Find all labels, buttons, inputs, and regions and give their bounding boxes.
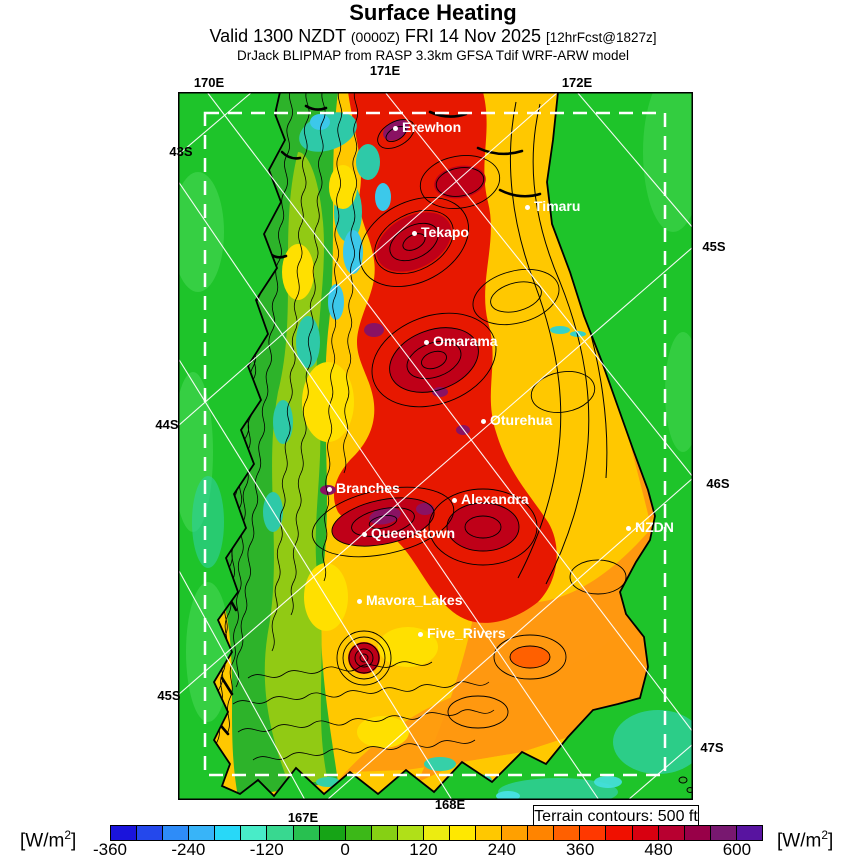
colorbar-cell bbox=[319, 826, 346, 840]
station-dot bbox=[357, 599, 362, 604]
lat-label-45s-left: 45S bbox=[157, 688, 181, 703]
colorbar-tick-label: 480 bbox=[644, 840, 673, 859]
terrain-contours bbox=[214, 92, 495, 779]
lat-label-44s: 44S bbox=[155, 417, 179, 432]
lat-label-43s: 43S bbox=[169, 144, 193, 159]
station-label: Branches bbox=[336, 480, 400, 496]
station-label: Alexandra bbox=[461, 491, 529, 507]
valid-date: FRI 14 Nov 2025 bbox=[404, 26, 541, 46]
colorbar-tick-label: 360 bbox=[565, 840, 595, 859]
offshore-islands bbox=[678, 776, 693, 793]
colorbar bbox=[110, 825, 763, 841]
station-dot bbox=[362, 532, 367, 537]
colorbar-tick-label: -240 bbox=[171, 840, 206, 859]
colorbar-cell bbox=[632, 826, 659, 840]
domain-boundary-box bbox=[203, 111, 667, 777]
map-canvas: Erewhon Timaru Tekapo Omarama Oturehua B… bbox=[178, 92, 693, 800]
station-dot bbox=[424, 340, 429, 345]
station-label: Oturehua bbox=[490, 412, 553, 428]
colorbar-cell bbox=[345, 826, 372, 840]
colorbar-cell bbox=[215, 826, 242, 840]
valid-zulu: (0000Z) bbox=[350, 29, 400, 45]
colorbar-tick-label: -360 bbox=[92, 840, 128, 859]
station-dot bbox=[393, 126, 398, 131]
colorbar-cell bbox=[554, 826, 581, 840]
station-label: Timaru bbox=[534, 198, 581, 214]
colorbar-cell bbox=[163, 826, 190, 840]
colorbar-tick-label: -120 bbox=[249, 840, 284, 859]
station-dot bbox=[626, 526, 631, 531]
station-dot bbox=[525, 205, 530, 210]
lon-label-168e: 168E bbox=[434, 797, 466, 812]
station-label: NZDN bbox=[635, 519, 674, 535]
lat-label-47s: 47S bbox=[700, 740, 724, 755]
colorbar-cell bbox=[137, 826, 164, 840]
colorbar-cell bbox=[241, 826, 268, 840]
valid-prefix: Valid 1300 NZDT bbox=[209, 26, 346, 46]
lon-label-167e: 167E bbox=[287, 810, 319, 825]
colorbar-cell bbox=[528, 826, 555, 840]
colorbar-cell bbox=[189, 826, 216, 840]
header: Surface Heating Valid 1300 NZDT (0000Z) … bbox=[0, 0, 850, 64]
colorbar-cell bbox=[736, 826, 762, 840]
model-line: DrJack BLIPMAP from RASP 3.3km GFSA Tdif… bbox=[236, 48, 630, 63]
valid-line: Valid 1300 NZDT (0000Z) FRI 14 Nov 2025 … bbox=[0, 26, 850, 48]
station-dot bbox=[452, 498, 457, 503]
forecast-tag: [12hrFcst@1827z] bbox=[546, 30, 657, 45]
station-label: Mavora_Lakes bbox=[366, 592, 463, 608]
station-dot bbox=[327, 487, 332, 492]
station-dot bbox=[418, 632, 423, 637]
lon-label-170e: 170E bbox=[193, 75, 225, 90]
lat-label-45s-right: 45S bbox=[702, 239, 726, 254]
coastline bbox=[212, 92, 656, 798]
colorbar-cell bbox=[580, 826, 607, 840]
colorbar-cell bbox=[502, 826, 529, 840]
colorbar-tick-label: 120 bbox=[409, 840, 438, 859]
colorbar-cell bbox=[476, 826, 503, 840]
unit-label-right: [W/m2] bbox=[777, 828, 834, 852]
lon-label-172e: 172E bbox=[561, 75, 593, 90]
colorbar-tick-label: 240 bbox=[487, 840, 516, 859]
colorbar-cell bbox=[111, 826, 138, 840]
colorbar-cell bbox=[684, 826, 711, 840]
station-label: Tekapo bbox=[421, 224, 469, 240]
station-label: Five_Rivers bbox=[427, 625, 506, 641]
colorbar-cell bbox=[606, 826, 633, 840]
station-dot bbox=[412, 231, 417, 236]
station-dot bbox=[481, 419, 486, 424]
colorbar-cell bbox=[658, 826, 685, 840]
unit-label-left: [W/m2] bbox=[20, 828, 77, 852]
colorbar-cell bbox=[423, 826, 451, 840]
colorbar-cell bbox=[371, 826, 398, 840]
colorbar-cell bbox=[710, 826, 737, 840]
colorbar-cell bbox=[293, 826, 320, 840]
colorbar-ticks: -360 -240 -120 0 120 240 360 480 600 bbox=[93, 840, 763, 860]
colorbar-tick-label: 0 bbox=[340, 840, 350, 859]
page-title: Surface Heating bbox=[349, 0, 517, 25]
colorbar-tick-label: 600 bbox=[722, 840, 752, 859]
plain-contours bbox=[311, 101, 627, 729]
station-label: Omarama bbox=[433, 333, 498, 349]
colorbar-cell bbox=[267, 826, 294, 840]
station-label: Erewhon bbox=[402, 119, 462, 135]
lat-label-46s: 46S bbox=[706, 476, 730, 491]
station-label: Queenstown bbox=[371, 525, 456, 541]
colorbar-cell bbox=[450, 826, 477, 840]
colorbar-cell bbox=[397, 826, 424, 840]
map-frame bbox=[178, 92, 693, 800]
graticule bbox=[178, 92, 693, 800]
blipmap-plot bbox=[178, 92, 693, 800]
lon-label-171e: 171E bbox=[369, 63, 401, 78]
